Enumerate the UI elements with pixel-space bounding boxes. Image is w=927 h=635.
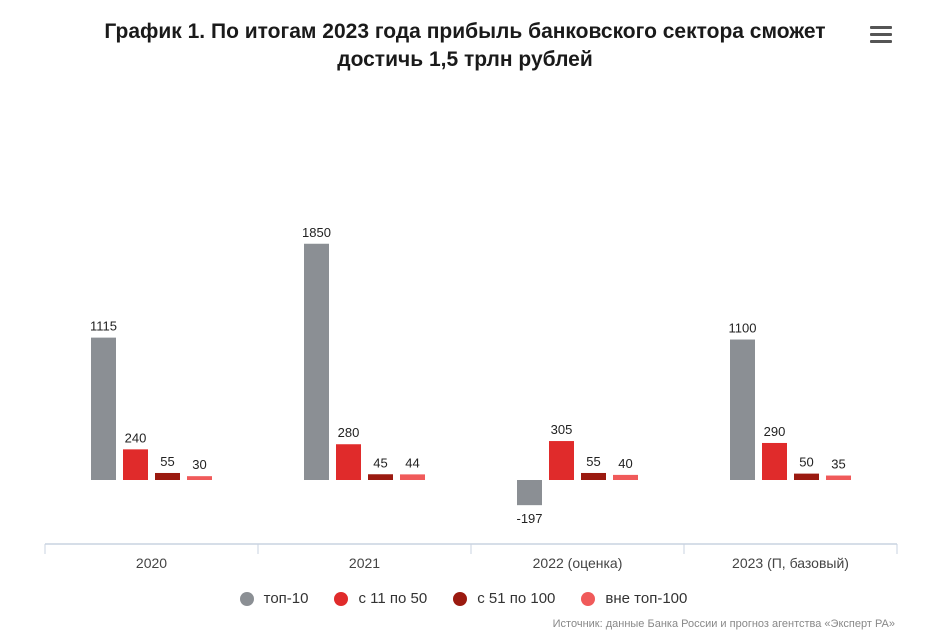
data-label: 50 — [799, 455, 813, 470]
legend-label: с 11 по 50 — [358, 590, 428, 607]
bar[interactable] — [517, 480, 542, 506]
legend-label: с 51 по 100 — [477, 590, 556, 607]
data-label: 35 — [831, 457, 845, 472]
hamburger-menu-icon[interactable] — [870, 26, 892, 46]
legend-dot-icon — [581, 591, 596, 606]
legend-dot-icon — [334, 591, 349, 606]
bar[interactable] — [91, 337, 116, 480]
bar[interactable] — [613, 474, 638, 480]
data-label: 280 — [338, 425, 360, 440]
legend-item-51-100[interactable]: с 51 по 100 — [453, 590, 555, 607]
legend-dot-icon — [239, 591, 254, 606]
bar[interactable] — [304, 243, 329, 480]
data-label: 40 — [618, 456, 632, 471]
bar[interactable] — [549, 441, 574, 480]
bar[interactable] — [794, 473, 819, 480]
data-label: 1115 — [90, 319, 117, 334]
legend-label: топ-10 — [263, 590, 309, 607]
legend: топ-10 с 11 по 50 с 51 по 100 вне топ-10… — [0, 590, 927, 607]
bar[interactable] — [336, 444, 361, 480]
source-note: Источник: данные Банка России и прогноз … — [552, 618, 895, 630]
legend-label: вне топ-100 — [605, 590, 688, 607]
bar[interactable] — [368, 474, 393, 480]
data-label: 305 — [551, 422, 573, 437]
bar[interactable] — [187, 476, 212, 480]
data-label: 240 — [125, 430, 147, 445]
bar[interactable] — [581, 472, 606, 480]
x-tick-label: 2023 (П, базовый) — [732, 555, 849, 571]
bar[interactable] — [826, 475, 851, 480]
data-label: 45 — [373, 455, 387, 470]
data-label: 30 — [192, 457, 206, 472]
bar[interactable] — [123, 449, 148, 480]
x-tick-label: 2022 (оценка) — [533, 555, 623, 571]
bar[interactable] — [730, 339, 755, 480]
legend-item-11-50[interactable]: с 11 по 50 — [334, 590, 427, 607]
legend-item-top10[interactable]: топ-10 — [239, 590, 309, 607]
chart-title: График 1. По итогам 2023 года прибыль ба… — [104, 20, 826, 71]
data-label: -197 — [516, 511, 542, 526]
data-label: 55 — [586, 454, 600, 469]
data-label: 44 — [405, 455, 419, 470]
legend-dot-icon — [453, 591, 468, 606]
data-label: 1850 — [302, 225, 331, 240]
data-label: 1100 — [729, 321, 757, 336]
legend-item-outside-top100[interactable]: вне топ-100 — [581, 590, 687, 607]
data-label: 55 — [160, 454, 174, 469]
x-tick-label: 2020 — [136, 555, 167, 571]
data-label: 290 — [764, 424, 786, 439]
bar[interactable] — [400, 474, 425, 480]
x-tick-label: 2021 — [349, 555, 380, 571]
bar[interactable] — [155, 472, 180, 480]
bar[interactable] — [762, 442, 787, 480]
